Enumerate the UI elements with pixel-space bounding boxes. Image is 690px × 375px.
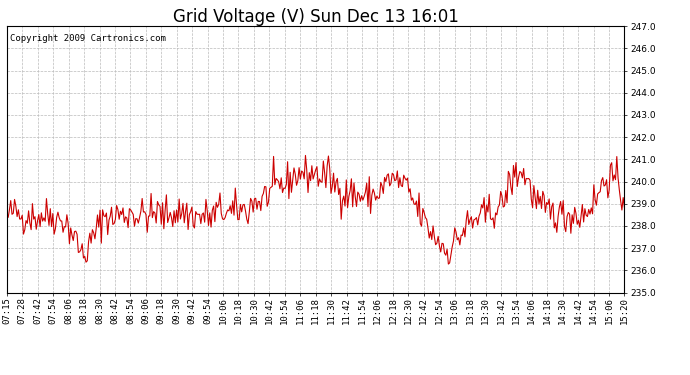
Title: Grid Voltage (V) Sun Dec 13 16:01: Grid Voltage (V) Sun Dec 13 16:01 (172, 8, 459, 26)
Text: Copyright 2009 Cartronics.com: Copyright 2009 Cartronics.com (10, 34, 166, 43)
